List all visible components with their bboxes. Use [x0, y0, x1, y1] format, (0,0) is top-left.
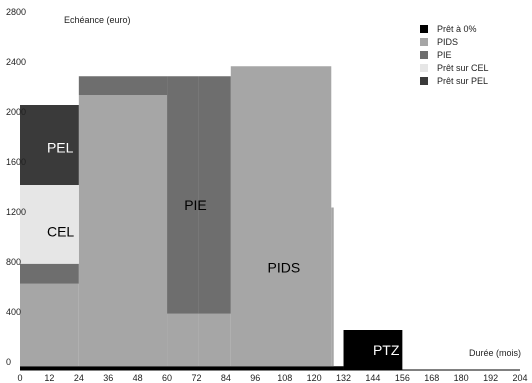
area-pie-segment-2	[167, 76, 199, 314]
area-cel-segment-0	[20, 185, 79, 264]
y-tick-label: 1600	[6, 157, 26, 167]
legend: Prêt à 0% PIDS PIE Prêt sur CEL Prêt sur PEL	[420, 24, 489, 86]
area-pids-segment-3	[198, 313, 231, 367]
chart-areas	[20, 66, 403, 370]
x-tick-label: 192	[483, 373, 498, 383]
x-tick-label: 60	[162, 373, 172, 383]
x-tick-label: 156	[395, 373, 410, 383]
legend-swatch	[420, 77, 428, 85]
area-pie-segment-0	[20, 263, 79, 284]
area-pids-segment-0	[20, 283, 79, 367]
area-pids-segment-1	[78, 95, 168, 367]
area-label-pel: PEL	[47, 140, 74, 156]
y-tick-label: 800	[6, 257, 21, 267]
area-label-pie: PIE	[184, 197, 207, 213]
x-axis-title: Durée (mois)	[469, 348, 521, 358]
chart-area-labels: PTZ PIDS PIE CEL PEL	[47, 140, 400, 359]
x-tick-label: 72	[191, 373, 201, 383]
legend-label: Prêt sur PEL	[437, 76, 488, 86]
legend-label: PIE	[437, 50, 452, 60]
x-tick-label: 132	[336, 373, 351, 383]
area-pids-segment-4	[230, 66, 332, 367]
legend-swatch	[420, 51, 428, 59]
x-tick-label: 120	[307, 373, 322, 383]
y-axis-title: Echéance (euro)	[64, 15, 131, 25]
area-pie-segment-3	[198, 76, 231, 314]
x-tick-label: 12	[44, 373, 54, 383]
area-ptz-segment-1	[343, 330, 403, 370]
x-tick-label: 24	[74, 373, 84, 383]
y-tick-label: 2800	[6, 7, 26, 17]
x-tick-label: 96	[250, 373, 260, 383]
x-tick-label: 84	[221, 373, 231, 383]
legend-swatch	[420, 38, 428, 46]
x-tick-label: 48	[133, 373, 143, 383]
legend-label: PIDS	[437, 37, 458, 47]
legend-label: Prêt à 0%	[437, 24, 477, 34]
y-tick-label: 400	[6, 307, 21, 317]
y-tick-labels: 0 400 800 1200 1600 2000 2400 2800	[6, 7, 26, 367]
x-tick-label: 0	[17, 373, 22, 383]
x-tick-label: 144	[365, 373, 380, 383]
area-pel-segment-0	[20, 105, 79, 185]
area-pids-segment-2	[167, 313, 199, 367]
y-tick-label: 2400	[6, 57, 26, 67]
area-label-pids: PIDS	[268, 260, 301, 276]
area-label-ptz: PTZ	[373, 342, 400, 358]
x-tick-label: 108	[277, 373, 292, 383]
x-tick-label: 36	[103, 373, 113, 383]
legend-label: Prêt sur CEL	[437, 63, 489, 73]
area-ptz-segment-0	[20, 366, 344, 370]
y-tick-label: 2000	[6, 107, 26, 117]
x-tick-labels: 0 12 24 36 48 60 72 84 96 108 120 132 144 156 168 180 19…	[17, 373, 527, 383]
legend-swatch	[420, 64, 428, 72]
area-label-cel: CEL	[47, 223, 74, 239]
x-tick-label: 168	[424, 373, 439, 383]
x-tick-label: 204	[512, 373, 527, 383]
area-pids-segment-5	[331, 207, 334, 367]
x-tick-label: 180	[454, 373, 469, 383]
legend-swatch	[420, 25, 428, 33]
y-tick-label: 0	[6, 357, 11, 367]
y-tick-label: 1200	[6, 207, 26, 217]
area-pie-segment-1	[78, 76, 168, 95]
